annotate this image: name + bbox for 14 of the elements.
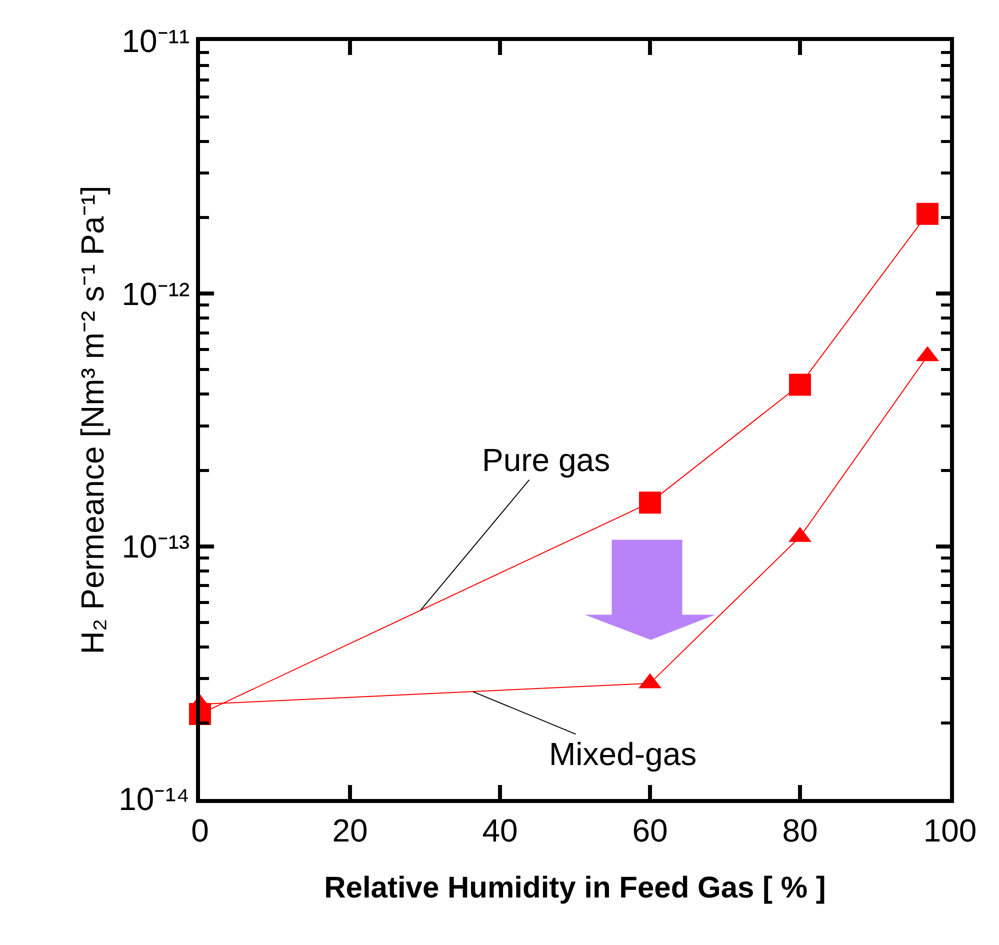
y-tick-label: 10⁻¹²	[122, 276, 190, 312]
x-tick-label: 80	[782, 812, 818, 848]
y-tick-label: 10⁻¹⁴	[118, 781, 190, 818]
y-axis-title: H₂ Permeance [Nm³ m⁻² s⁻¹ Pa⁻¹]	[74, 186, 110, 654]
x-tick-label: 0	[191, 812, 209, 848]
y-tick-label: 10⁻¹¹	[122, 23, 190, 60]
x-tick-label: 60	[632, 812, 668, 848]
x-axis-title: Relative Humidity in Feed Gas [ % ]	[324, 871, 826, 904]
x-tick-label: 40	[482, 812, 518, 848]
x-tick-label: 20	[332, 812, 368, 848]
x-tick-label: 100	[923, 812, 977, 848]
y-tick-label: 10⁻¹³	[122, 528, 190, 565]
annotation: Mixed-gas	[549, 736, 697, 772]
annotation: Pure gas	[482, 442, 610, 478]
